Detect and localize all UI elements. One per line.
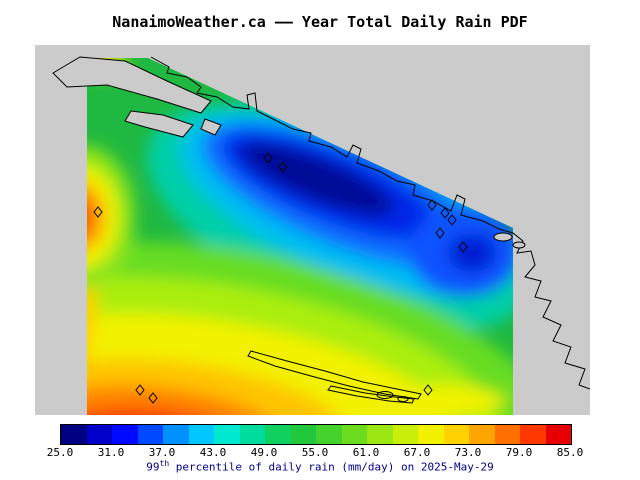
coastline — [52, 56, 591, 404]
colorbar-cell — [239, 425, 265, 444]
small-lake — [376, 391, 394, 399]
colorbar-cell — [443, 425, 469, 444]
station-marker-diamond — [93, 206, 103, 218]
colorbar-tick-label: 73.0 — [454, 446, 482, 459]
small-lake — [397, 396, 409, 402]
island — [52, 56, 212, 114]
colorbar-cell — [290, 425, 316, 444]
station-marker-diamond — [458, 241, 468, 253]
station-marker-diamond — [435, 227, 445, 239]
caption-number: 99 — [146, 460, 160, 474]
map-canvas — [35, 45, 591, 415]
colorbar-cell — [520, 425, 546, 444]
station-marker-diamond — [263, 152, 273, 164]
colorbar-tick-label: 49.0 — [250, 446, 278, 459]
colorbar-tick-label: 31.0 — [97, 446, 125, 459]
mainland-coastline — [150, 56, 591, 390]
colorbar-cell — [265, 425, 291, 444]
colorbar-tick-label: 85.0 — [556, 446, 584, 459]
rain-pdf-map — [35, 45, 591, 415]
colorbar-cell — [137, 425, 163, 444]
colorbar-cell — [316, 425, 342, 444]
colorbar-tick-label: 67.0 — [403, 446, 431, 459]
colorbar-ticks: 25.0 31.0 37.0 43.0 49.0 55.0 61.0 67.0 73.0 79.0… — [47, 446, 584, 459]
colorbar-tick-label: 61.0 — [352, 446, 380, 459]
colorbar-tick-label: 79.0 — [505, 446, 533, 459]
colorbar-cell — [214, 425, 240, 444]
station-marker-diamond — [278, 161, 288, 173]
caption-text: percentile of daily rain (mm/day) on 202… — [169, 460, 494, 474]
colorbar-cell — [418, 425, 444, 444]
island — [124, 110, 194, 138]
colorbar-cell — [341, 425, 367, 444]
colorbar-tick-label: 37.0 — [148, 446, 176, 459]
colorbar-cell — [86, 425, 112, 444]
colorbar-cell — [367, 425, 393, 444]
station-markers — [93, 152, 468, 404]
station-marker-diamond — [447, 214, 457, 226]
island-shoreline — [327, 385, 415, 404]
colorbar-tick-label: 43.0 — [199, 446, 227, 459]
colorbar-cell — [494, 425, 520, 444]
colorbar-cell — [545, 425, 571, 444]
caption-ordinal: th — [159, 459, 170, 468]
colorbar-tick-label: 55.0 — [301, 446, 329, 459]
station-marker-diamond — [440, 207, 450, 219]
small-island — [512, 241, 526, 249]
colorbar-cell — [112, 425, 138, 444]
island-shoreline — [247, 350, 422, 400]
colorbar-cell — [163, 425, 189, 444]
colorbar-cell — [188, 425, 214, 444]
colorbar-tick-label: 25.0 — [46, 446, 74, 459]
island — [200, 118, 222, 136]
station-marker-diamond — [427, 199, 437, 211]
colorbar-cell — [61, 425, 87, 444]
plot-title: NanaimoWeather.ca —— Year Total Daily Ra… — [112, 13, 528, 31]
colorbar — [60, 424, 572, 445]
station-marker-diamond — [135, 384, 145, 396]
station-marker-diamond — [423, 384, 433, 396]
colorbar-cell — [469, 425, 495, 444]
colorbar-cell — [392, 425, 418, 444]
station-marker-diamond — [148, 392, 158, 404]
small-island — [493, 232, 513, 242]
caption: 99th percentile of daily rain (mm/day) o… — [0, 459, 640, 474]
